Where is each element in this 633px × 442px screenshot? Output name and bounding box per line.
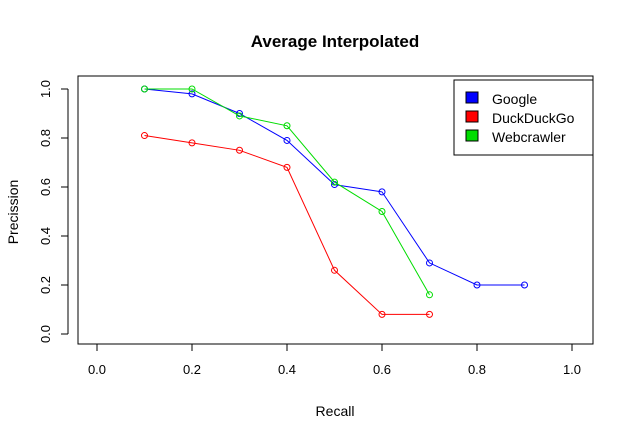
x-tick-label: 0.2	[183, 362, 201, 377]
y-tick-label: 0.6	[38, 178, 53, 196]
x-axis: 0.0 0.2 0.4 0.6 0.8 1.0	[88, 343, 581, 377]
y-axis-label: Precission	[5, 180, 21, 245]
data-point-google	[473, 281, 481, 289]
data-point-google	[188, 90, 196, 98]
legend: Google DuckDuckGo Webcrawler	[453, 79, 594, 156]
data-point-webcrawler	[283, 122, 291, 130]
data-point-webcrawler	[236, 112, 243, 120]
y-axis: 0.0 0.2 0.4 0.6 0.8 1.0	[38, 80, 69, 343]
series-layer	[141, 85, 528, 318]
y-tick-label: 1.0	[38, 80, 53, 98]
data-point-webcrawler	[141, 85, 148, 93]
legend-swatch-duckduckgo	[465, 110, 479, 123]
data-point-google	[283, 136, 291, 144]
data-point-google	[236, 110, 243, 117]
x-tick-label: 0.6	[373, 362, 391, 377]
x-tick-label: 0.4	[278, 362, 296, 377]
data-point-duckduckgo	[141, 132, 148, 140]
x-axis-label: Recall	[316, 403, 355, 419]
data-point-webcrawler	[426, 291, 433, 299]
data-point-webcrawler	[378, 208, 386, 215]
data-point-duckduckgo	[426, 310, 433, 318]
legend-swatch-google	[465, 91, 479, 104]
series-line-duckduckgo	[144, 135, 430, 315]
y-tick-label: 0.2	[38, 276, 53, 294]
data-point-duckduckgo	[236, 146, 243, 154]
data-point-google	[521, 281, 528, 289]
x-tick-label: 1.0	[563, 362, 581, 377]
data-point-google	[378, 188, 386, 196]
chart-title: Average Interpolated	[251, 32, 419, 51]
y-tick-label: 0.4	[38, 227, 53, 245]
y-tick-label: 0.8	[38, 129, 53, 147]
data-point-duckduckgo	[283, 163, 291, 171]
data-point-google	[426, 259, 433, 267]
y-tick-label: 0.0	[38, 325, 53, 343]
legend-swatch-webcrawler	[465, 129, 479, 142]
data-point-duckduckgo	[331, 266, 338, 274]
series-line-webcrawler	[144, 88, 430, 296]
legend-label-google: Google	[492, 91, 537, 107]
data-point-webcrawler	[188, 85, 196, 93]
data-point-duckduckgo	[378, 310, 386, 318]
legend-label-duckduckgo: DuckDuckGo	[492, 110, 575, 126]
data-point-duckduckgo	[188, 139, 196, 147]
x-tick-label: 0.0	[88, 362, 106, 377]
data-point-webcrawler	[331, 178, 338, 186]
x-tick-label: 0.8	[468, 362, 486, 377]
legend-label-webcrawler: Webcrawler	[492, 129, 566, 145]
